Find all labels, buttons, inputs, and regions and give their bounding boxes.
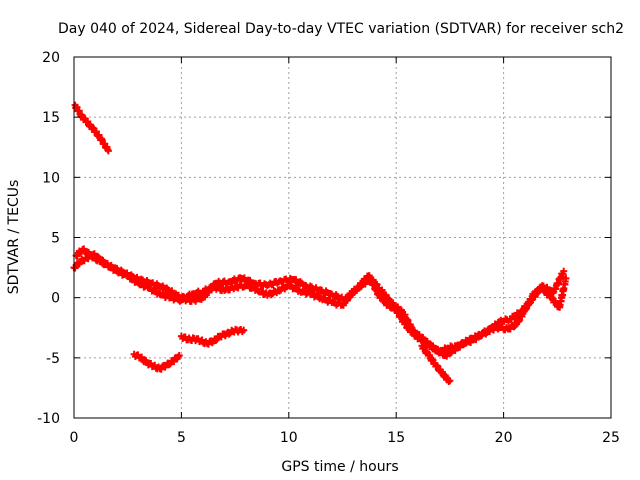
y-tick-label: -10: [37, 411, 60, 427]
y-ticks: -10 -5 0 5 10 15 20: [37, 50, 611, 427]
y-axis-label: SDTVAR / TECUs: [6, 180, 22, 295]
y-tick-label: -5: [46, 351, 60, 367]
series-upper-early: [72, 102, 112, 155]
x-tick-label: 10: [280, 430, 298, 446]
x-tick-label: 15: [387, 430, 405, 446]
x-ticks: 0 5 10 15 20 25: [70, 57, 620, 446]
x-tick-label: 0: [70, 430, 79, 446]
data-markers: [71, 102, 570, 385]
series-middle-segment: [178, 326, 247, 348]
series-main-trend-secondary: [73, 245, 568, 359]
y-tick-label: 0: [51, 291, 60, 307]
series-main-trend: [71, 250, 570, 355]
y-gridlines: [74, 117, 611, 358]
sdtvar-chart: Day 040 of 2024, Sidereal Day-to-day VTE…: [0, 0, 640, 480]
x-tick-label: 25: [602, 430, 620, 446]
series-lower-segment: [131, 351, 183, 373]
y-tick-label: 10: [42, 170, 60, 186]
y-tick-label: 15: [42, 110, 60, 126]
y-tick-label: 5: [51, 231, 60, 247]
x-axis-label: GPS time / hours: [281, 459, 398, 475]
chart-title: Day 040 of 2024, Sidereal Day-to-day VTE…: [58, 21, 624, 37]
x-tick-label: 5: [177, 430, 186, 446]
y-tick-label: 20: [42, 50, 60, 66]
x-tick-label: 20: [495, 430, 513, 446]
